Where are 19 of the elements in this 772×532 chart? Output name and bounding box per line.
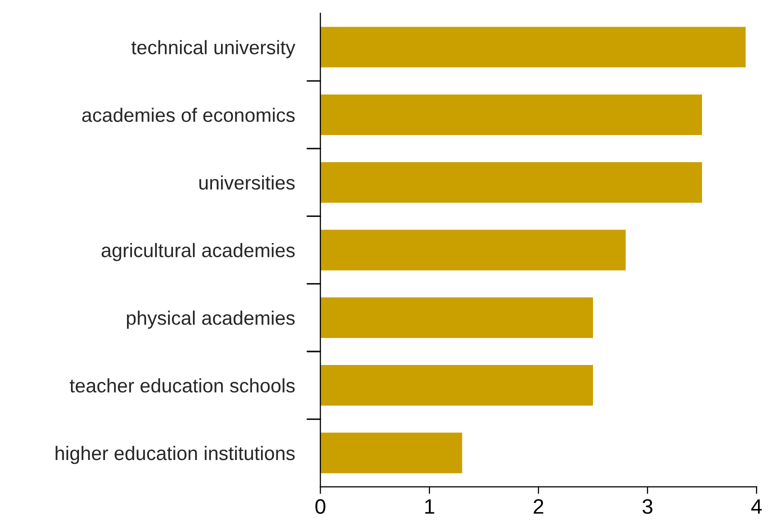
bar	[320, 297, 593, 338]
y-tick-label: agricultural academies	[102, 242, 295, 262]
x-tick-label: 3	[642, 499, 652, 514]
y-tick-label: academies of economics	[82, 108, 295, 122]
x-tick-label: 2	[534, 499, 544, 514]
bar	[320, 432, 462, 474]
bar	[320, 365, 593, 406]
y-tick-label: higher education institutions	[56, 446, 295, 464]
y-tick-label: teacher education schools	[70, 378, 295, 393]
y-tick-label: technical university	[131, 40, 296, 58]
x-tick-label: 4	[751, 499, 762, 514]
y-tick-label: universities	[199, 175, 295, 190]
x-tick-label: 0	[315, 499, 326, 514]
bar	[320, 94, 702, 136]
y-tick-label: physical academies	[126, 310, 295, 329]
bar	[320, 26, 746, 68]
x-tick-label: 1	[425, 499, 434, 514]
bar	[320, 162, 702, 203]
bar	[320, 230, 626, 270]
